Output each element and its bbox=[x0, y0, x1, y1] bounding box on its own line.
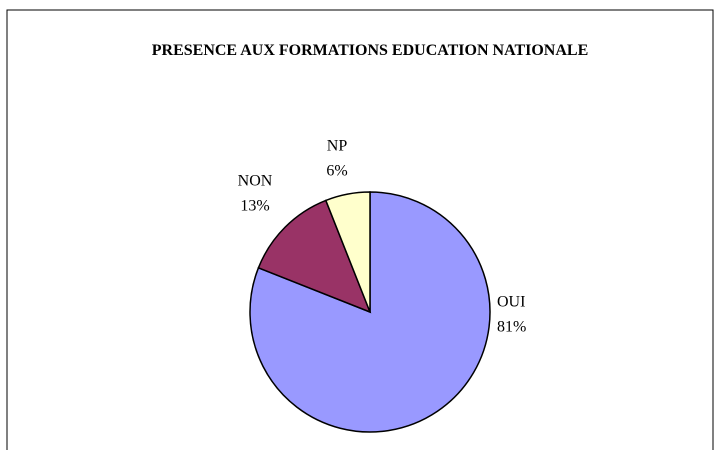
chart-frame bbox=[6, 9, 714, 450]
slice-value-label: 13% bbox=[240, 198, 269, 215]
slice-label: NP bbox=[327, 138, 348, 155]
slice-value-label: 81% bbox=[497, 319, 526, 336]
slice-label: NON bbox=[238, 173, 273, 190]
pie-slice bbox=[249, 191, 491, 433]
pie-slice bbox=[324, 191, 371, 313]
slice-value-label: 6% bbox=[326, 163, 347, 180]
slice-label: OUI bbox=[497, 294, 525, 311]
chart-title: PRESENCE AUX FORMATIONS EDUCATION NATION… bbox=[151, 42, 589, 59]
pie-slice bbox=[257, 199, 372, 314]
